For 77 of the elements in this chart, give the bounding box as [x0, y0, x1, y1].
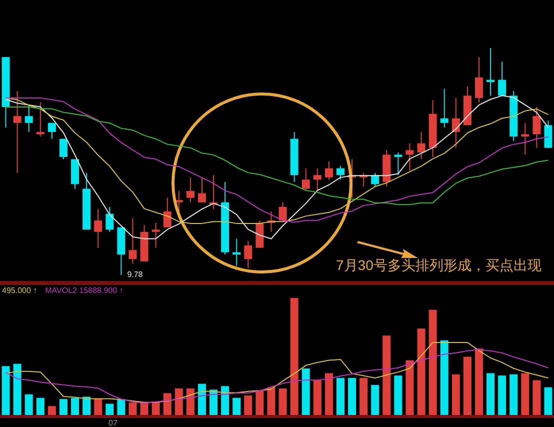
candlestick — [152, 222, 160, 248]
candlestick — [24, 104, 33, 132]
bar — [394, 376, 402, 416]
bar — [232, 398, 241, 416]
bar — [521, 373, 530, 416]
candlestick — [532, 106, 541, 148]
candlestick — [59, 138, 68, 160]
candlestick — [13, 90, 22, 174]
text: MAVOL2 15888.900 ↑ — [45, 286, 124, 295]
bar — [128, 402, 137, 416]
bar — [174, 388, 183, 416]
candlestick — [198, 176, 206, 203]
candlestick — [544, 120, 552, 148]
candlestick — [440, 88, 448, 128]
candlestick — [302, 168, 310, 192]
candlestick — [94, 208, 102, 248]
bar — [498, 376, 506, 416]
bar — [198, 384, 206, 416]
bar — [348, 378, 356, 416]
bar — [210, 390, 218, 416]
bar — [2, 366, 10, 416]
bar — [221, 386, 230, 416]
bar — [324, 373, 333, 416]
candlestick — [324, 161, 333, 180]
annotation: 7月30号多头排列形成，买点出现 — [336, 257, 542, 273]
bar — [117, 399, 126, 416]
bar — [267, 387, 276, 416]
bar — [163, 393, 172, 416]
bar — [474, 348, 483, 416]
candlestick — [417, 131, 426, 160]
bar — [463, 356, 472, 416]
annotation: 9.78 — [127, 270, 144, 280]
bar — [36, 398, 44, 416]
candlestick — [336, 166, 344, 180]
bar — [510, 374, 518, 416]
bar — [94, 399, 102, 416]
bar — [417, 328, 426, 416]
candlestick — [394, 152, 402, 176]
bar — [106, 404, 114, 416]
bar — [486, 373, 495, 416]
bar — [406, 360, 414, 416]
bar — [186, 388, 194, 416]
bar — [532, 380, 541, 416]
bar — [48, 406, 56, 416]
bar — [82, 396, 91, 416]
candlestick — [244, 240, 252, 269]
candlestick — [163, 197, 172, 228]
bar — [278, 388, 287, 416]
bar — [452, 374, 460, 416]
candlestick — [106, 206, 114, 232]
text: 495.000 ↑ — [2, 286, 38, 295]
bar — [256, 390, 264, 416]
bar — [371, 384, 380, 416]
bar — [24, 394, 33, 416]
bar — [290, 298, 298, 416]
candlestick — [48, 122, 56, 140]
bar — [544, 387, 552, 416]
bar — [302, 368, 310, 416]
candlestick — [313, 168, 322, 192]
bar — [440, 340, 448, 416]
candlestick — [406, 142, 414, 172]
candlestick — [36, 102, 44, 138]
bar — [59, 399, 68, 416]
bar — [382, 336, 391, 416]
candlestick — [498, 61, 506, 96]
candlestick — [278, 202, 287, 222]
bar — [13, 364, 22, 416]
candlestick — [186, 176, 194, 203]
candlestick — [128, 218, 137, 264]
bar — [244, 396, 252, 416]
bar — [428, 310, 437, 416]
bar — [336, 378, 344, 416]
text: 07 — [108, 418, 118, 427]
bar — [360, 378, 368, 416]
candlestick — [474, 56, 483, 103]
bar — [71, 398, 80, 416]
bar — [313, 380, 322, 416]
